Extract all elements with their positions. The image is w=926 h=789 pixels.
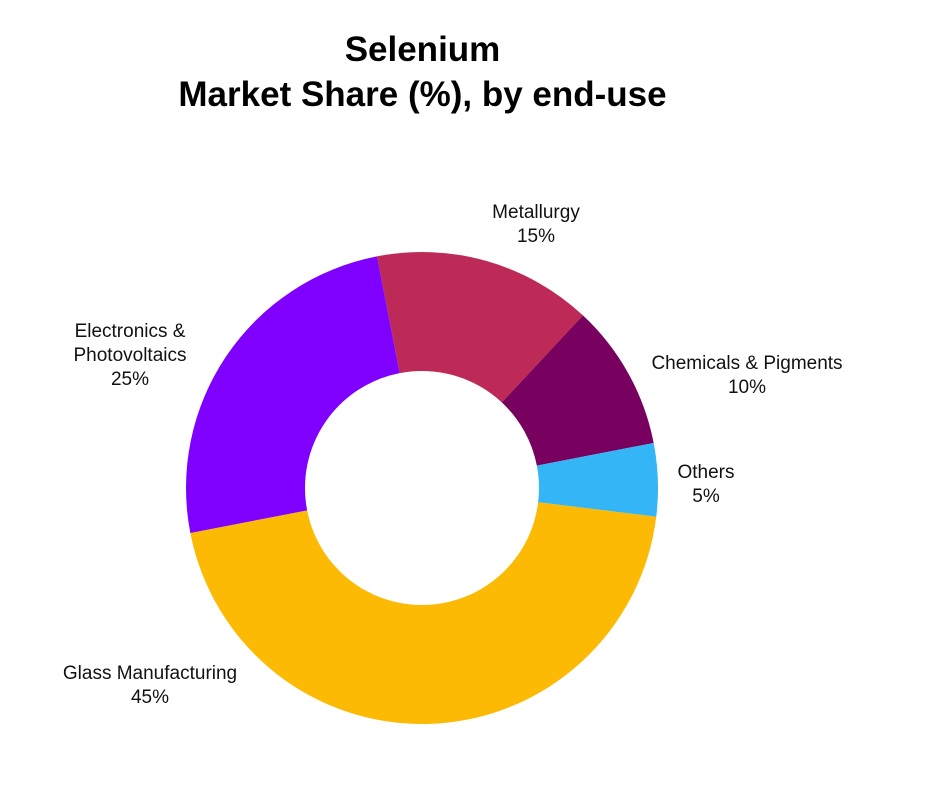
chart-title-line2: Market Share (%), by end-use <box>178 75 667 114</box>
slice-electronics-photovoltaics <box>186 256 400 534</box>
slice-label: Metallurgy 15% <box>492 202 580 247</box>
chart-title-line1: Selenium <box>344 30 501 69</box>
slice-glass-manufacturing <box>190 502 657 725</box>
slice-label: Electronics & Photovoltaics 25% <box>73 321 186 390</box>
slice-label: Chemicals & Pigments 10% <box>651 353 842 398</box>
slice-label: Glass Manufacturing 45% <box>63 663 237 708</box>
slice-chemicals-pigments <box>501 315 654 466</box>
slice-others <box>536 442 658 517</box>
slice-metallurgy <box>376 252 583 403</box>
slice-label: Others 5% <box>677 462 734 507</box>
